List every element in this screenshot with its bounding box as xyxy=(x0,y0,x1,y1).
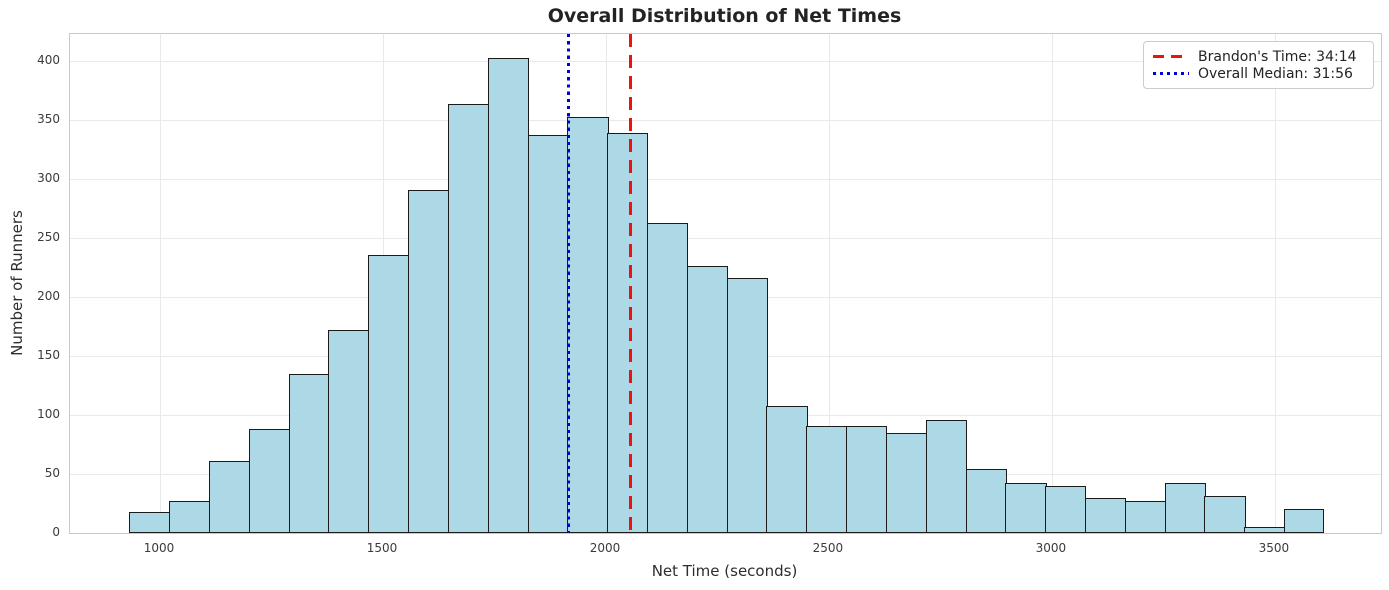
y-tick-label: 250 xyxy=(37,230,60,245)
x-axis-label: Net Time (seconds) xyxy=(651,562,798,580)
histogram-bar xyxy=(846,425,888,533)
histogram-bar xyxy=(567,116,609,533)
histogram-bar xyxy=(1204,496,1246,533)
histogram-bar xyxy=(328,330,370,533)
legend-entry-brandons-time: Brandon's Time: 34:14 xyxy=(1153,48,1364,65)
x-tick-label: 3500 xyxy=(1258,541,1290,555)
histogram-bar xyxy=(288,373,330,533)
y-tick-label: 400 xyxy=(37,53,60,68)
histogram-bar xyxy=(1045,485,1087,533)
y-tick-label: 100 xyxy=(37,407,60,422)
histogram-bar xyxy=(1284,509,1324,533)
histogram-bar xyxy=(368,254,410,533)
histogram-bar xyxy=(1124,501,1167,533)
histogram-bar xyxy=(527,135,569,533)
chart-title: Overall Distribution of Net Times xyxy=(547,5,902,27)
histogram-bar xyxy=(487,57,529,533)
y-tick-label: 350 xyxy=(37,112,60,127)
gridline-y-400 xyxy=(70,61,1381,63)
histogram-bar xyxy=(208,461,251,533)
histogram-bar xyxy=(1164,483,1206,533)
overall-median-line xyxy=(567,34,571,533)
histogram-bar xyxy=(925,419,968,533)
y-tick-label: 150 xyxy=(37,348,60,363)
y-tick-label: 200 xyxy=(37,289,60,304)
x-tick-label: 3000 xyxy=(1035,541,1067,555)
histogram-bar xyxy=(1244,527,1286,533)
histogram-bar xyxy=(726,278,768,533)
histogram-bar xyxy=(806,425,848,533)
gridline-x-1000 xyxy=(160,34,162,533)
y-tick-label: 300 xyxy=(37,171,60,186)
histogram-bar xyxy=(885,432,928,533)
gridline-x-3000 xyxy=(1051,34,1053,533)
gridline-y-350 xyxy=(70,120,1381,122)
histogram-bar xyxy=(646,222,689,533)
gridline-x-3500 xyxy=(1274,34,1276,533)
histogram-bar xyxy=(965,469,1007,533)
y-axis-label: Number of Runners xyxy=(8,210,26,356)
legend-label-brandons-time: Brandon's Time: 34:14 xyxy=(1198,48,1357,65)
red-dashed-line-sample xyxy=(1153,55,1189,58)
histogram-bar xyxy=(766,405,808,533)
x-tick-label: 2000 xyxy=(589,541,621,555)
y-tick-label: 50 xyxy=(44,466,60,481)
legend-entry-overall-median: Overall Median: 31:56 xyxy=(1153,65,1364,82)
histogram-bar xyxy=(408,189,450,533)
x-tick-label: 1500 xyxy=(366,541,398,555)
y-tick-label: 0 xyxy=(52,525,60,539)
plot-area xyxy=(69,33,1382,534)
histogram-bar xyxy=(129,511,171,533)
histogram-bar xyxy=(447,103,490,533)
histogram-bar xyxy=(248,429,291,533)
legend: Brandon's Time: 34:14 Overall Median: 31… xyxy=(1143,41,1374,89)
histogram-bar xyxy=(686,266,729,533)
blue-dotted-line-sample xyxy=(1153,72,1189,75)
x-tick-label: 1000 xyxy=(143,541,175,555)
x-tick-label: 2500 xyxy=(812,541,844,555)
gridline-y-300 xyxy=(70,179,1381,181)
gridline-y-250 xyxy=(70,238,1381,240)
histogram-bar xyxy=(1005,483,1047,533)
histogram-bar xyxy=(169,501,211,533)
gridline-x-2500 xyxy=(828,34,830,533)
histogram-bar xyxy=(1085,497,1127,533)
brandons-time-line xyxy=(628,34,632,533)
legend-label-overall-median: Overall Median: 31:56 xyxy=(1198,65,1353,82)
